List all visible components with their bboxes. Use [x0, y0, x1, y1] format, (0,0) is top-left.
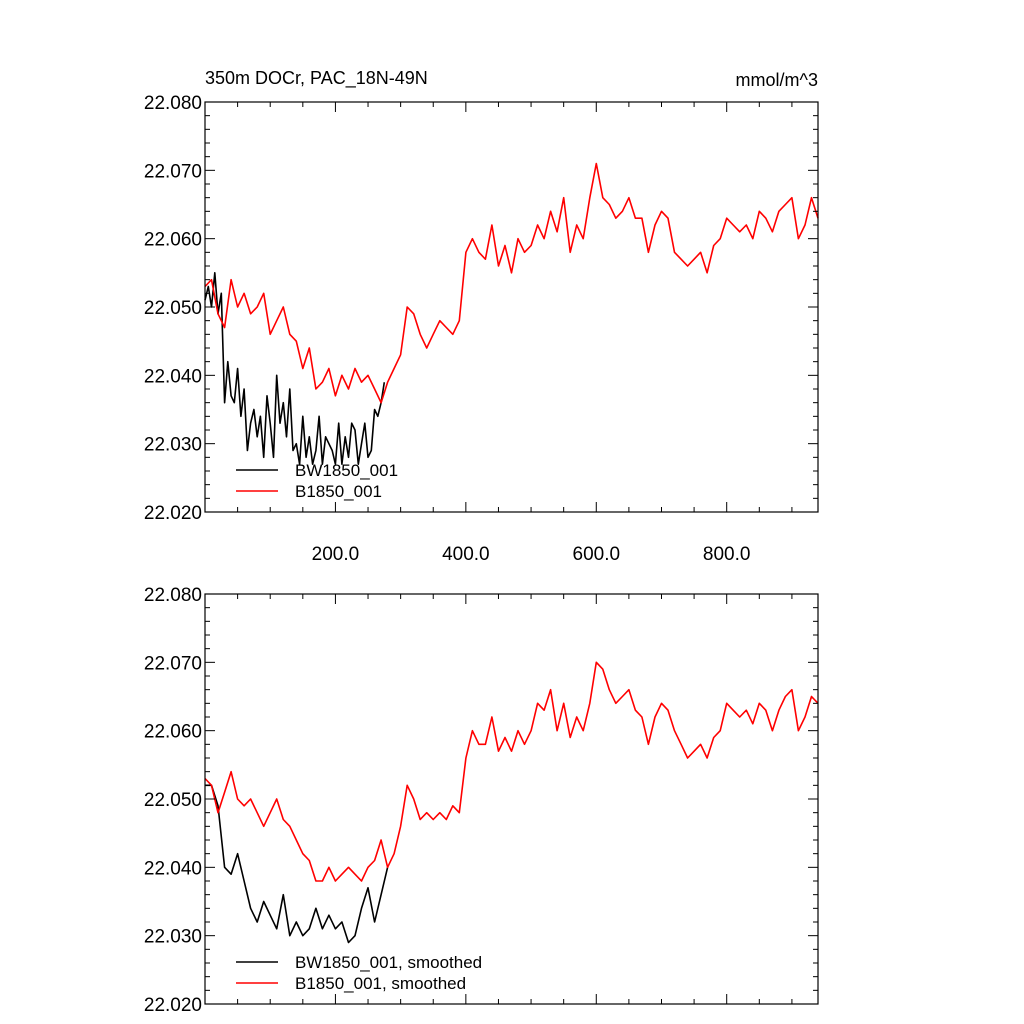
x-tick-label: 800.0: [703, 544, 751, 565]
x-tick-label: 600.0: [573, 544, 621, 565]
chart-title: 350m DOCr, PAC_18N-49N: [205, 68, 428, 89]
y-tick-label: 22.060: [144, 230, 202, 251]
y-tick-label: 22.070: [144, 653, 202, 674]
y-tick-label: 22.080: [144, 585, 202, 606]
legend-label-0: BW1850_001: [295, 461, 398, 480]
series-line-1: [204, 162, 819, 404]
top-panel: 350m DOCr, PAC_18N-49N mmol/m^3 22.020 22…: [144, 68, 819, 565]
y-tick-label: 22.020: [144, 503, 202, 524]
x-tick-label: 200.0: [312, 544, 360, 565]
y-tick-label: 22.040: [144, 858, 202, 879]
y-tick-label: 22.060: [144, 722, 202, 743]
units-label: mmol/m^3: [736, 70, 818, 90]
x-tick-label: 400.0: [442, 544, 490, 565]
series-line-0: [205, 784, 389, 944]
y-tick-label: 22.020: [144, 995, 202, 1016]
legend-label-0: BW1850_001, smoothed: [295, 953, 482, 972]
y-tick-label: 22.040: [144, 366, 202, 387]
y-tick-label: 22.030: [144, 927, 202, 948]
y-tick-label: 22.050: [144, 790, 202, 811]
legend-label-1: B1850_001, smoothed: [295, 974, 466, 993]
y-tick-label: 22.030: [144, 435, 202, 456]
series-line-0: [204, 271, 386, 466]
y-tick-label: 22.080: [144, 93, 202, 114]
plot-frame: [204, 593, 819, 1005]
bottom-panel: 22.020 22.030 22.040 22.050 22.060 22.070 22.0…: [144, 585, 819, 1016]
y-tick-label: 22.070: [144, 161, 202, 182]
y-tick-label: 22.050: [144, 298, 202, 319]
series-line-1: [204, 661, 819, 882]
legend-label-1: B1850_001: [295, 482, 382, 501]
